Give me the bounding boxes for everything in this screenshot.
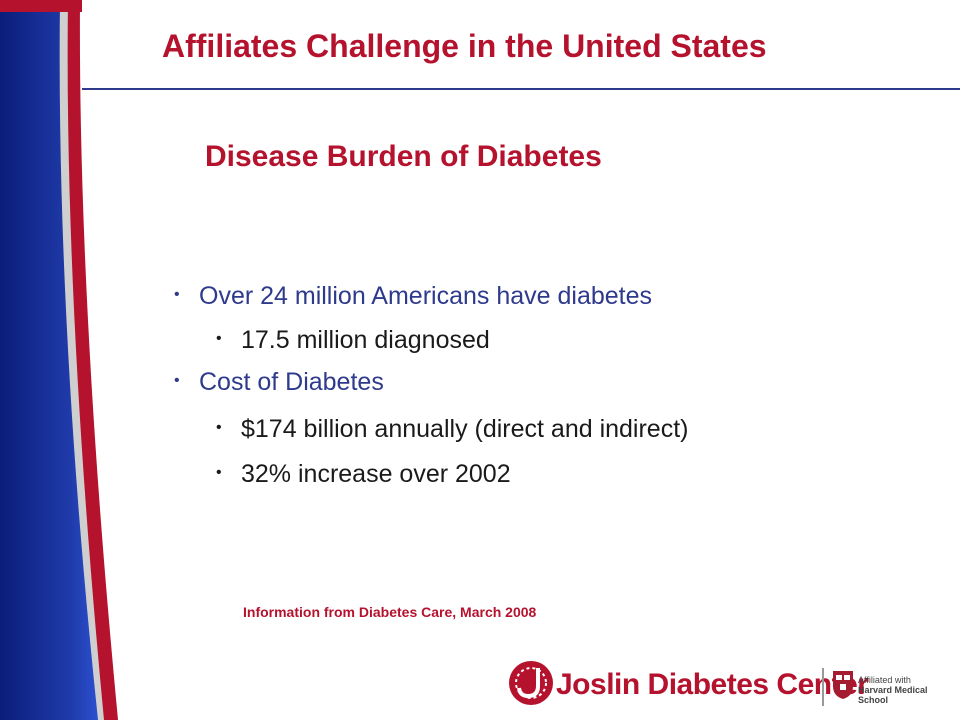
- slide-title: Affiliates Challenge in the United State…: [162, 28, 767, 64]
- title-divider: [82, 88, 960, 90]
- bullet-dot-icon: •: [216, 419, 222, 436]
- affiliation-line: Harvard Medical School: [858, 685, 928, 705]
- joslin-logo-icon: [509, 661, 553, 705]
- bullet-dot-icon: •: [174, 286, 180, 303]
- affiliation-text: Affiliated with Harvard Medical School: [858, 675, 960, 705]
- bullet-dot-icon: •: [174, 372, 180, 389]
- logo-divider: [822, 668, 824, 706]
- bullet-dot-icon: •: [216, 330, 222, 347]
- slide-subtitle: Disease Burden of Diabetes: [205, 140, 602, 173]
- bullet-text: $174 billion annually (direct and indire…: [241, 415, 689, 443]
- bullet-text: Over 24 million Americans have diabetes: [199, 282, 653, 310]
- bullet-dot-icon: •: [216, 464, 222, 481]
- harvard-shield-icon: [833, 671, 853, 699]
- affiliation-line: Affiliated with: [858, 675, 911, 685]
- bullet-text: Cost of Diabetes: [199, 368, 384, 396]
- logo-wordmark: Joslin Diabetes Center: [556, 668, 869, 701]
- bullet-text: 32% increase over 2002: [241, 460, 511, 488]
- source-citation: Information from Diabetes Care, March 20…: [243, 604, 537, 620]
- bullet-text: 17.5 million diagnosed: [241, 326, 490, 354]
